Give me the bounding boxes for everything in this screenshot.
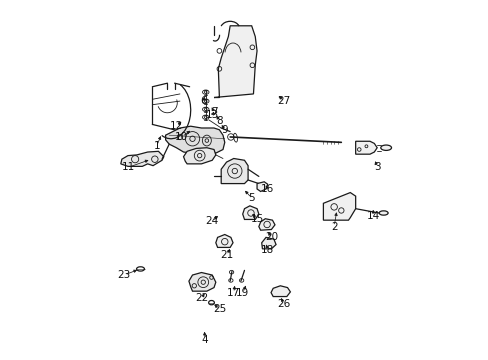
Text: 22: 22: [194, 293, 208, 303]
Text: 20: 20: [264, 232, 277, 242]
Text: 18: 18: [261, 245, 274, 255]
Polygon shape: [261, 237, 276, 249]
Text: 13: 13: [205, 111, 219, 121]
Text: 2: 2: [330, 222, 337, 231]
Text: 23: 23: [118, 270, 131, 280]
Polygon shape: [183, 148, 215, 164]
Text: 6: 6: [200, 96, 206, 106]
Text: 27: 27: [277, 96, 290, 106]
Polygon shape: [121, 151, 163, 166]
Text: 26: 26: [277, 299, 290, 309]
Polygon shape: [258, 219, 274, 230]
Text: 16: 16: [261, 184, 274, 194]
Text: 9: 9: [221, 125, 227, 135]
Text: 21: 21: [220, 250, 233, 260]
Polygon shape: [214, 26, 257, 98]
Polygon shape: [215, 234, 233, 247]
Text: 11: 11: [121, 162, 134, 172]
Polygon shape: [221, 158, 247, 184]
Text: 7: 7: [210, 107, 217, 117]
Polygon shape: [270, 286, 290, 297]
Text: 24: 24: [205, 216, 219, 226]
Text: 8: 8: [216, 116, 222, 126]
Text: 3: 3: [373, 162, 380, 172]
Polygon shape: [188, 273, 215, 291]
Text: 14: 14: [366, 211, 380, 221]
Polygon shape: [257, 182, 267, 192]
Polygon shape: [323, 193, 355, 220]
Text: 12: 12: [169, 121, 183, 131]
Text: 15: 15: [250, 215, 263, 224]
Text: 17: 17: [226, 288, 240, 298]
Polygon shape: [355, 141, 376, 154]
Text: 10: 10: [175, 132, 188, 142]
Text: 4: 4: [202, 334, 208, 345]
Polygon shape: [165, 126, 224, 153]
Ellipse shape: [378, 211, 387, 215]
Text: 25: 25: [212, 304, 225, 314]
Ellipse shape: [380, 145, 391, 150]
Text: 5: 5: [248, 193, 254, 203]
Text: 1: 1: [153, 141, 160, 151]
Polygon shape: [242, 206, 258, 220]
Text: 19: 19: [236, 288, 249, 298]
